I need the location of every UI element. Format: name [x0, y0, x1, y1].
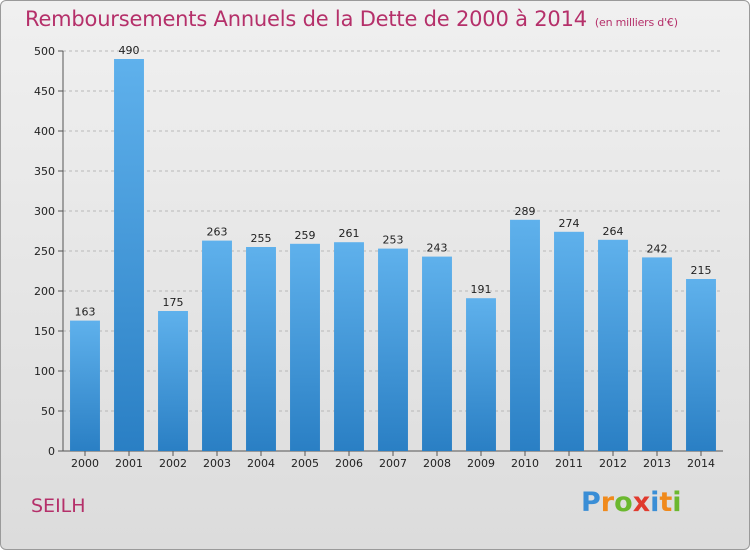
bar-2014: [686, 279, 716, 451]
y-tick-label: 350: [34, 165, 55, 178]
x-tick-label: 2002: [159, 457, 187, 470]
y-tick-label: 450: [34, 85, 55, 98]
bar-value-label: 242: [647, 242, 668, 255]
y-tick-label: 400: [34, 125, 55, 138]
bar-value-label: 261: [339, 227, 360, 240]
logo-letter: i: [650, 487, 660, 518]
bar-2000: [70, 320, 100, 451]
logo-letter: P: [581, 487, 601, 518]
bar-2001: [114, 59, 144, 451]
bar-value-label: 253: [383, 234, 404, 247]
y-tick-label: 100: [34, 365, 55, 378]
chart-title: Remboursements Annuels de la Dette de 20…: [25, 7, 678, 31]
bar-2003: [202, 240, 232, 451]
x-tick-label: 2013: [643, 457, 671, 470]
x-tick-label: 2008: [423, 457, 451, 470]
y-tick-label: 300: [34, 205, 55, 218]
bar-value-label: 255: [251, 232, 272, 245]
bar-value-label: 264: [603, 225, 624, 238]
logo-letter: i: [672, 487, 682, 518]
y-tick-label: 0: [48, 445, 55, 458]
logo-letter: o: [614, 487, 633, 518]
bar-2013: [642, 257, 672, 451]
x-tick-label: 2012: [599, 457, 627, 470]
logo-letter: x: [632, 487, 651, 518]
bar-value-label: 289: [515, 205, 536, 218]
x-tick-label: 2009: [467, 457, 495, 470]
x-tick-label: 2004: [247, 457, 275, 470]
bar-2010: [510, 219, 540, 451]
bar-value-label: 163: [75, 306, 96, 319]
x-tick-label: 2000: [71, 457, 99, 470]
bar-value-label: 175: [163, 296, 184, 309]
bar-2006: [334, 242, 364, 451]
y-tick-label: 250: [34, 245, 55, 258]
y-tick-label: 50: [41, 405, 55, 418]
y-tick-label: 500: [34, 45, 55, 58]
bar-2008: [422, 256, 452, 451]
bar-2004: [246, 247, 276, 451]
bar-2002: [158, 311, 188, 451]
bar-value-label: 191: [471, 283, 492, 296]
logo-letter: r: [600, 487, 615, 518]
proxiti-logo: Proxiti: [581, 487, 682, 518]
y-tick-label: 150: [34, 325, 55, 338]
bar-value-label: 263: [207, 226, 228, 239]
bar-2012: [598, 239, 628, 451]
bar-2005: [290, 243, 320, 451]
x-tick-label: 2006: [335, 457, 363, 470]
bar-value-label: 490: [119, 44, 140, 57]
x-tick-label: 2014: [687, 457, 715, 470]
x-tick-label: 2010: [511, 457, 539, 470]
x-tick-label: 2003: [203, 457, 231, 470]
bar-value-label: 215: [691, 264, 712, 277]
x-tick-label: 2007: [379, 457, 407, 470]
bar-value-label: 243: [427, 242, 448, 255]
x-tick-label: 2001: [115, 457, 143, 470]
logo-letter: t: [659, 487, 673, 518]
chart-subtitle: (en milliers d'€): [594, 16, 678, 29]
y-tick-label: 200: [34, 285, 55, 298]
bar-value-label: 259: [295, 229, 316, 242]
commune-name: SEILH: [31, 495, 86, 517]
bar-2007: [378, 248, 408, 451]
labels: 163 490 175 263 255 259 261 253 243 191 289 274 264 2…: [75, 44, 712, 319]
bars: [70, 59, 716, 451]
bar-2011: [554, 231, 584, 451]
x-tick-label: 2005: [291, 457, 319, 470]
x-tick-label: 2011: [555, 457, 583, 470]
bar-value-label: 274: [559, 217, 580, 230]
bar-2009: [466, 298, 496, 451]
